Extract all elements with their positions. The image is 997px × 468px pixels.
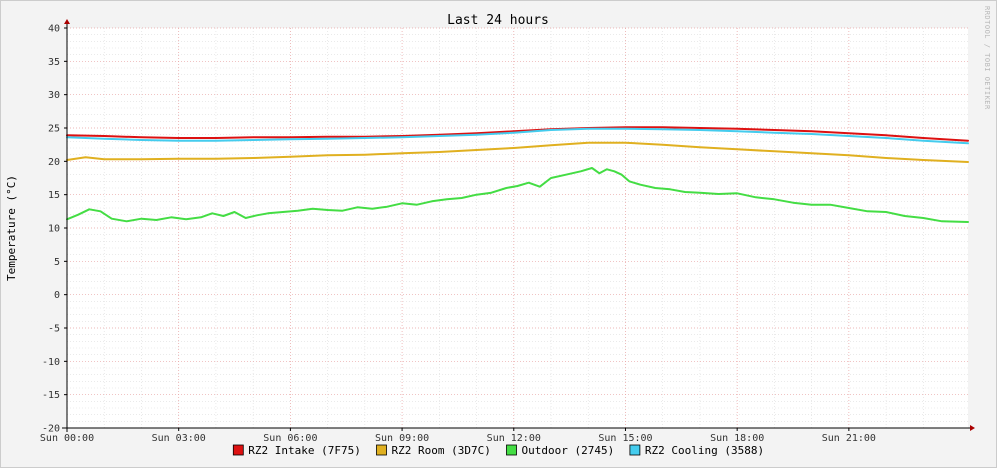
legend-label: RZ2 Intake (7F75) (248, 444, 361, 457)
grid-layer (66, 27, 968, 429)
legend-label: RZ2 Room (3D7C) (392, 444, 491, 457)
legend-label: Outdoor (2745) (522, 444, 615, 457)
y-tick-label: 30 (48, 90, 60, 101)
series-layer (66, 126, 969, 223)
y-tick-label: -20 (42, 424, 60, 435)
chart-title: Last 24 hours (447, 13, 549, 28)
y-tick-label: 20 (48, 157, 60, 168)
series-line-0 (66, 126, 969, 142)
legend-swatch (376, 444, 387, 456)
x-tick-label: Sun 03:00 (152, 433, 206, 444)
y-tick-label: 35 (48, 57, 60, 68)
legend-swatch (506, 444, 517, 456)
legend-label: RZ2 Cooling (3588) (645, 444, 764, 457)
x-axis-arrow (970, 425, 975, 431)
y-tick-label: 25 (48, 124, 60, 135)
x-tick-label: Sun 06:00 (263, 433, 317, 444)
y-tick-label: 5 (54, 257, 60, 268)
x-tick-label: Sun 21:00 (822, 433, 876, 444)
y-tick-label: 15 (48, 190, 60, 201)
y-tick-label: -5 (48, 324, 60, 335)
x-tick-label: Sun 18:00 (710, 433, 764, 444)
y-tick-label: 0 (54, 290, 60, 301)
watermark: RRDTOOL / TOBI OETIKER (983, 6, 991, 110)
y-axis-arrow (64, 19, 70, 24)
y-tick-label: -15 (42, 390, 60, 401)
x-tick-label: Sun 15:00 (598, 433, 652, 444)
x-tick-label: Sun 00:00 (40, 433, 94, 444)
series-line-3 (66, 127, 969, 145)
x-tick-label: Sun 09:00 (375, 433, 429, 444)
y-tick-label: -10 (42, 357, 60, 368)
y-tick-label: 40 (48, 24, 60, 35)
y-tick-label: 10 (48, 224, 60, 235)
y-axis-label: Temperature (°C) (5, 175, 18, 281)
x-tick-label: Sun 12:00 (487, 433, 541, 444)
series-line-1 (66, 141, 969, 163)
legend-swatch (232, 444, 244, 456)
series-line-2 (66, 167, 969, 223)
legend-swatch (629, 444, 641, 456)
legend: RZ2 Intake (7F75) RZ2 Room (3D7C) Outdoor … (232, 444, 764, 457)
